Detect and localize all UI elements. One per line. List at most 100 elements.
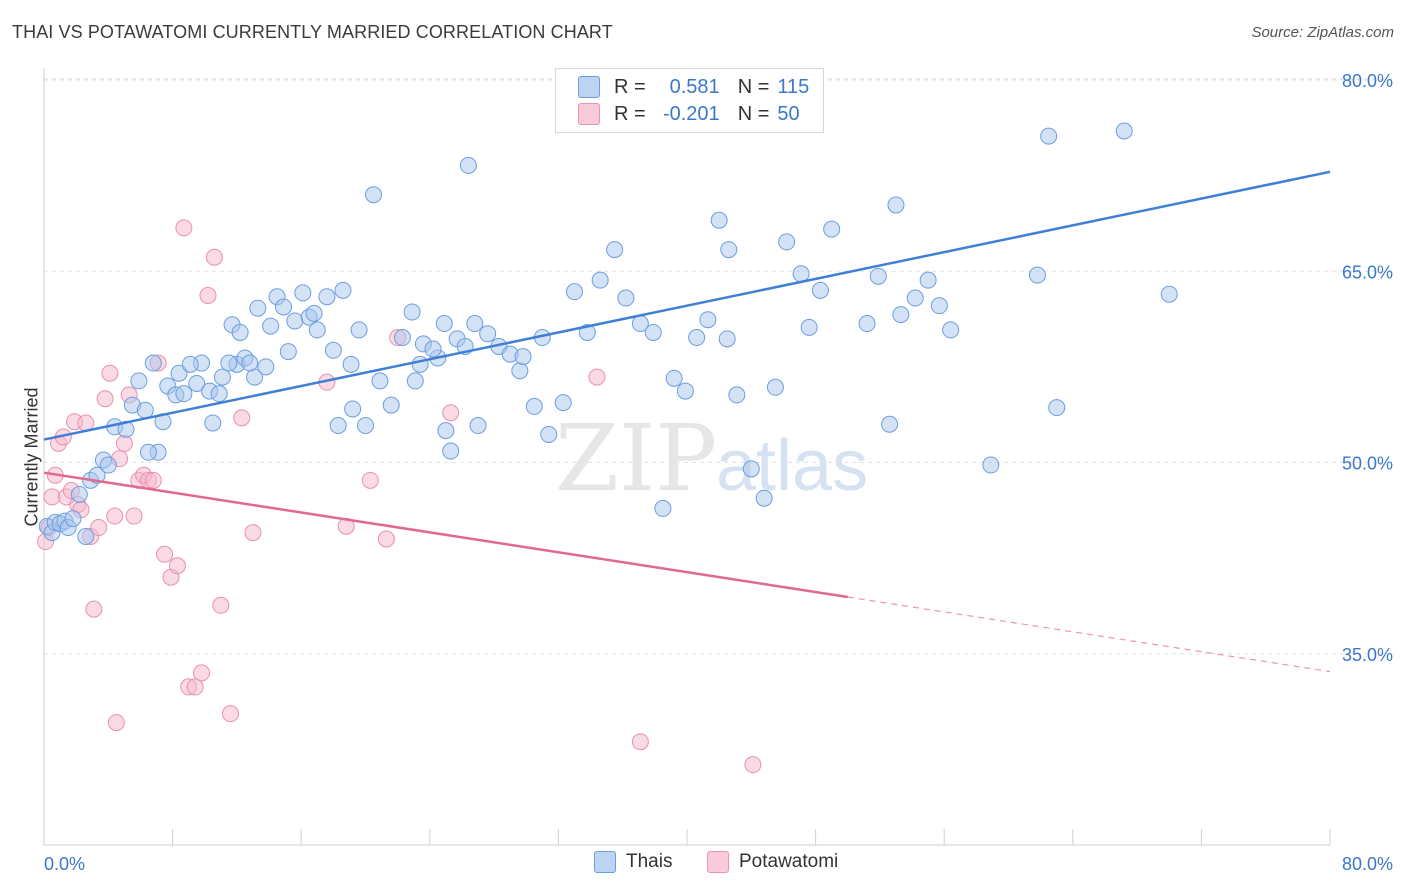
watermark: ZIP atlas [555,405,868,512]
potawatomi-point [744,756,762,774]
thais-point [554,394,572,412]
thais-point [424,340,442,358]
thais-point [406,372,424,390]
potawatomi-point [361,471,379,489]
thais-point [514,348,532,366]
y-tick-label: 35.0% [1342,645,1393,665]
y-tick-label: 50.0% [1342,454,1393,474]
thais-point [442,442,460,460]
potawatomi-point [244,524,262,542]
thais-point [1115,122,1133,140]
thais-r-value: 0.581 [669,75,720,98]
thais-point [718,330,736,348]
potawatomi-point [631,733,649,751]
thais-point [766,378,784,396]
thais-point [892,306,910,324]
thais-point [1160,285,1178,303]
thais-point [617,289,635,307]
potawatomi-point [168,557,186,575]
thais-point [1040,127,1058,145]
potawatomi-point [233,409,251,427]
bottom-legend-potawatomi: Potawatomi [707,851,838,873]
thais-point [858,315,876,333]
potawatomi-point [588,368,606,386]
thais-trend-line [43,170,1331,441]
thais-point [869,267,887,285]
potawatomi-trend-extension [847,596,1331,673]
thais-point [688,329,706,347]
potawatomi-legend-swatch [707,851,729,873]
thais-point [204,414,222,432]
thais-point [305,304,323,322]
y-tick-label: 80.0% [1342,71,1393,91]
thais-point [371,372,389,390]
thais-point [982,456,1000,474]
source-label: Source: ZipAtlas.com [1251,24,1394,41]
thais-point [144,354,162,372]
thais-point [99,456,117,474]
thais-points [38,122,1178,545]
potawatomi-point [125,507,143,525]
potawatomi-point [205,248,223,266]
legend-row-thais: R = 0.581 N = 115 [578,74,809,100]
thais-point [308,321,326,339]
potawatomi-point [175,219,193,237]
thais-point [329,417,347,435]
thais-point [919,271,937,289]
thais-point [665,369,683,387]
thais-point [1048,399,1066,417]
thais-point [881,415,899,433]
potawatomi-point [186,678,204,696]
potawatomi-legend-label: Potawatomi [739,851,839,872]
potawatomi-points [37,219,762,774]
thais-point [344,400,362,418]
thais-point [350,321,368,339]
thais-point [342,355,360,373]
correlation-legend: R = 0.581 N = 115 R = -0.201 N = 50 [555,68,824,133]
x-tick-label-max: 80.0% [1342,854,1393,874]
thais-point [130,372,148,390]
potawatomi-point [199,286,217,304]
y-axis-label: Currently Married [21,387,42,527]
y-tick-label: 65.0% [1342,262,1393,282]
thais-point [213,368,231,386]
thais-point [64,510,82,528]
thais-point [275,298,293,316]
thais-point [294,284,312,302]
thais-point [644,323,662,341]
thais-point [210,385,228,403]
thais-point [279,343,297,361]
potawatomi-point [377,530,395,548]
thais-point [382,396,400,414]
chart-title: THAI VS POTAWATOMI CURRENTLY MARRIED COR… [12,22,613,42]
thais-point [511,362,529,380]
thais-point [70,485,88,503]
thais-point [188,374,206,392]
thais-n-label: N = [737,75,770,98]
potawatomi-point [144,471,162,489]
potawatomi-point [107,714,125,732]
potawatomi-n-label: N = [737,102,770,125]
thais-point [720,241,738,259]
thais-point [220,354,238,372]
thais-point [365,186,383,204]
thais-point [466,315,484,333]
axes [43,68,1331,846]
thais-point [591,271,609,289]
potawatomi-point [115,434,133,452]
thais-point [241,354,259,372]
potawatomi-trend-line [43,471,848,599]
thais-point [262,317,280,335]
thais-point [906,289,924,307]
trend-lines [43,170,1331,673]
thais-point [755,489,773,507]
thais-point [393,329,411,347]
thais-point [800,318,818,336]
thais-point [606,241,624,259]
potawatomi-point [96,390,114,408]
tick-labels: 35.0% 50.0% 65.0% 80.0% 0.0% 80.0% [44,71,1393,874]
thais-swatch [578,76,600,98]
potawatomi-point [101,364,119,382]
thais-point [231,323,249,341]
